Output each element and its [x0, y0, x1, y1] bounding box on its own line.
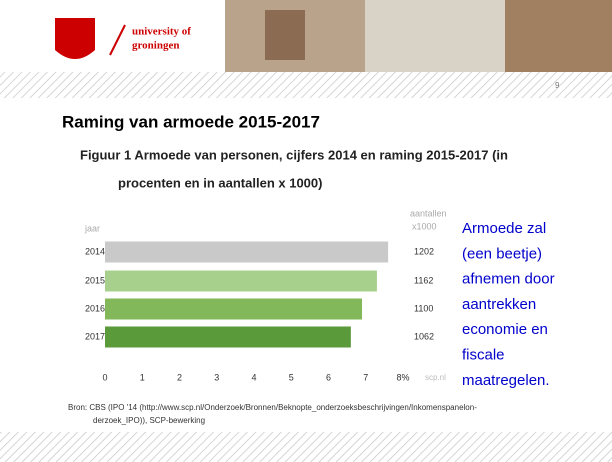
figure-title: procenten en in aantallen x 1000)	[118, 175, 322, 190]
x-tick-label: 2	[177, 372, 182, 382]
note-text: (een beetje)	[462, 245, 542, 262]
y-tick-label: 2014	[85, 246, 105, 256]
note-text: fiscale	[462, 346, 505, 363]
bar	[105, 298, 363, 320]
bar	[105, 326, 351, 348]
source: derzoek_IPO)), SCP-bewerking	[93, 416, 205, 425]
page-number: 9	[555, 81, 560, 90]
source: Bron: CBS (IPO '14 (http://www.scp.nl/On…	[68, 403, 477, 412]
count-header: aantallen	[410, 208, 447, 218]
note-text: economie en	[462, 321, 548, 338]
header-photo-figure	[265, 10, 305, 60]
note-text: Armoede zal	[462, 220, 546, 237]
header-photo	[365, 0, 505, 72]
x-tick-label: 5	[289, 372, 294, 382]
figure-title: Figuur 1 Armoede van personen, cijfers 2…	[80, 147, 508, 162]
credit: scp.nl	[425, 373, 446, 382]
y-tick-label: 2017	[85, 331, 105, 341]
bar	[105, 241, 389, 263]
x-tick-label: 7	[363, 372, 368, 382]
logo-slash	[109, 24, 126, 56]
count-label: 1062	[414, 331, 434, 341]
category-header: jaar	[84, 223, 100, 233]
hatched-band	[0, 432, 612, 462]
logo-text: university of	[132, 26, 191, 38]
x-tick-label: 6	[326, 372, 331, 382]
bar	[105, 270, 377, 292]
hatched-band	[0, 72, 612, 98]
logo-text: groningen	[132, 40, 179, 52]
count-header: x1000	[412, 221, 437, 231]
count-label: 1162	[414, 275, 433, 285]
y-tick-label: 2015	[85, 275, 105, 285]
x-tick-label: 8%	[396, 372, 409, 382]
note-text: maatregelen.	[462, 372, 550, 389]
x-tick-label: 0	[102, 372, 107, 382]
count-label: 1100	[414, 303, 433, 313]
note-text: afnemen door	[462, 271, 555, 288]
note-text: aantrekken	[462, 296, 536, 313]
slide-title: Raming van armoede 2015-2017	[62, 112, 320, 131]
logo-shield	[55, 18, 95, 59]
x-tick-label: 3	[214, 372, 219, 382]
count-label: 1202	[414, 246, 434, 256]
header-photo	[505, 0, 612, 72]
y-tick-label: 2016	[85, 303, 105, 313]
x-tick-label: 1	[140, 372, 145, 382]
x-tick-label: 4	[251, 372, 256, 382]
